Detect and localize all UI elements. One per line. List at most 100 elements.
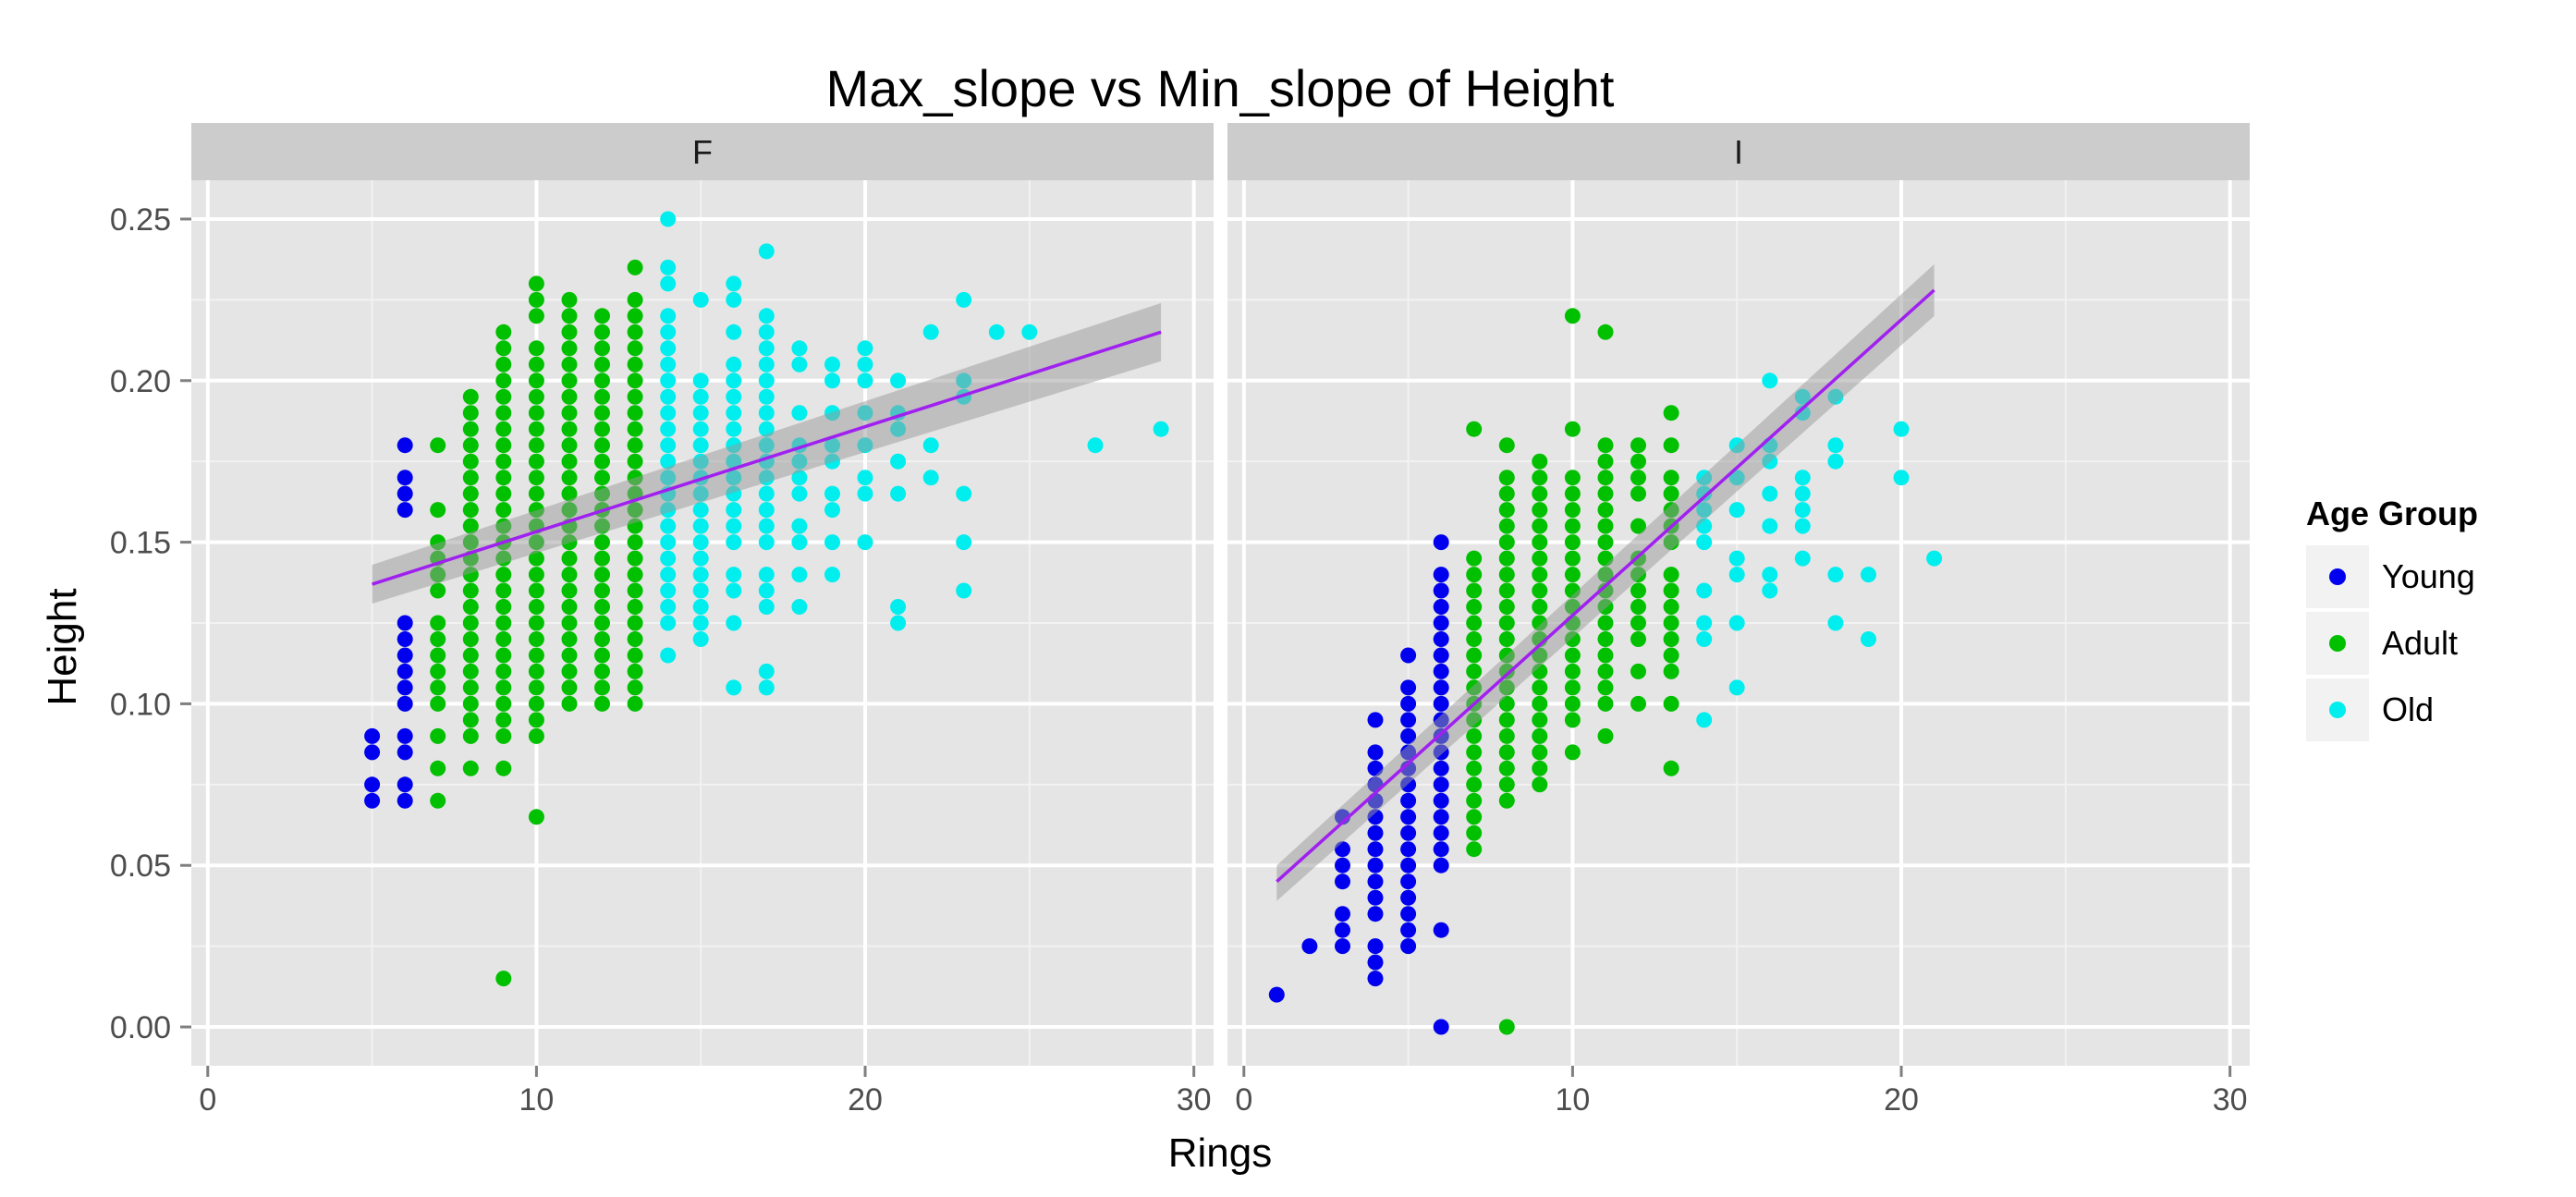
data-point-old: [890, 485, 907, 502]
data-point-adult: [462, 388, 479, 405]
data-point-adult: [561, 550, 578, 567]
data-point-old: [1926, 550, 1943, 567]
facet-strip-label: I: [1734, 133, 1743, 171]
data-point-adult: [1564, 679, 1581, 696]
data-point-adult: [1498, 567, 1515, 583]
data-point-young: [397, 470, 413, 486]
data-point-adult: [1663, 663, 1679, 679]
data-point-adult: [1663, 405, 1679, 421]
data-point-adult: [495, 582, 512, 599]
data-point-adult: [430, 679, 446, 696]
data-point-adult: [462, 712, 479, 728]
data-point-adult: [495, 727, 512, 744]
data-point-old: [758, 388, 775, 405]
data-point-adult: [561, 485, 578, 502]
data-point-old: [1827, 453, 1844, 470]
data-point-old: [726, 502, 742, 519]
data-point-adult: [1597, 485, 1614, 502]
data-point-old: [692, 550, 709, 567]
data-point-adult: [1630, 485, 1646, 502]
data-point-old: [890, 373, 907, 389]
data-point-adult: [594, 340, 610, 357]
data-point-young: [1335, 906, 1350, 922]
data-point-old: [922, 324, 939, 340]
confidence-band: [1276, 263, 1935, 901]
data-point-adult: [1466, 776, 1483, 793]
data-point-adult: [1663, 631, 1679, 647]
data-point-old: [660, 421, 677, 437]
data-point-young: [397, 615, 413, 631]
data-point-adult: [1498, 582, 1515, 599]
y-tick-label: 0.15: [110, 526, 171, 561]
data-point-adult: [594, 470, 610, 486]
data-point-old: [758, 485, 775, 502]
data-point-old: [726, 388, 742, 405]
facet-panel-F: F 0 10 20 30: [191, 123, 1214, 1118]
data-point-young: [1400, 922, 1417, 938]
legend-label: Adult: [2382, 624, 2458, 662]
data-point-adult: [1466, 744, 1483, 761]
data-point-old: [890, 453, 907, 470]
data-point-adult: [1532, 550, 1548, 567]
data-point-adult: [594, 663, 610, 679]
data-point-adult: [627, 388, 643, 405]
data-point-adult: [1630, 518, 1646, 534]
data-point-old: [726, 275, 742, 292]
data-point-adult: [627, 405, 643, 421]
data-point-adult: [1466, 615, 1483, 631]
data-point-adult: [1630, 582, 1646, 599]
data-point-old: [726, 373, 742, 389]
data-point-adult: [627, 582, 643, 599]
data-point-adult: [1532, 679, 1548, 696]
data-point-adult: [1564, 421, 1581, 437]
data-point-adult: [1498, 744, 1515, 761]
data-point-adult: [1597, 663, 1614, 679]
x-tick-label: 30: [1177, 1082, 1212, 1118]
confidence-band: [372, 302, 1162, 605]
data-point-young: [1367, 971, 1384, 987]
data-point-old: [660, 356, 677, 373]
data-point-old: [726, 324, 742, 340]
data-point-adult: [528, 663, 544, 679]
data-point-adult: [1498, 470, 1515, 486]
data-point-old: [1794, 485, 1811, 502]
data-point-adult: [1630, 599, 1646, 615]
data-point-adult: [1466, 663, 1483, 679]
data-point-adult: [594, 679, 610, 696]
data-point-adult: [495, 470, 512, 486]
data-point-adult: [1597, 518, 1614, 534]
data-point-adult: [1466, 631, 1483, 647]
data-point-adult: [594, 550, 610, 567]
data-point-young: [1433, 582, 1449, 599]
data-point-old: [660, 534, 677, 551]
data-point-adult: [594, 615, 610, 631]
data-point-young: [1367, 841, 1384, 858]
data-point-old: [758, 582, 775, 599]
data-point-adult: [561, 615, 578, 631]
data-point-old: [758, 502, 775, 519]
data-point-adult: [1498, 534, 1515, 551]
data-point-old: [1762, 373, 1778, 389]
data-point-young: [1433, 1019, 1449, 1035]
data-point-adult: [627, 534, 643, 551]
y-axis: 0.00 0.05 0.10 0.15 0.20 0.25: [110, 202, 191, 1045]
data-point-adult: [495, 712, 512, 728]
data-point-adult: [1466, 809, 1483, 825]
data-point-old: [660, 647, 677, 664]
chart-title: Max_slope vs Min_slope of Height: [826, 59, 1615, 117]
data-point-old: [1696, 631, 1713, 647]
data-point-adult: [627, 599, 643, 615]
data-point-adult: [1630, 663, 1646, 679]
data-point-adult: [1466, 421, 1483, 437]
data-point-old: [791, 340, 808, 357]
data-point-adult: [1532, 727, 1548, 744]
data-point-young: [1367, 889, 1384, 906]
data-point-adult: [430, 647, 446, 664]
data-point-old: [660, 405, 677, 421]
data-point-old: [726, 582, 742, 599]
scatter-points: [364, 211, 1169, 987]
data-point-adult: [1498, 727, 1515, 744]
data-point-old: [857, 340, 873, 357]
data-point-adult: [1498, 615, 1515, 631]
data-point-young: [1400, 695, 1417, 712]
